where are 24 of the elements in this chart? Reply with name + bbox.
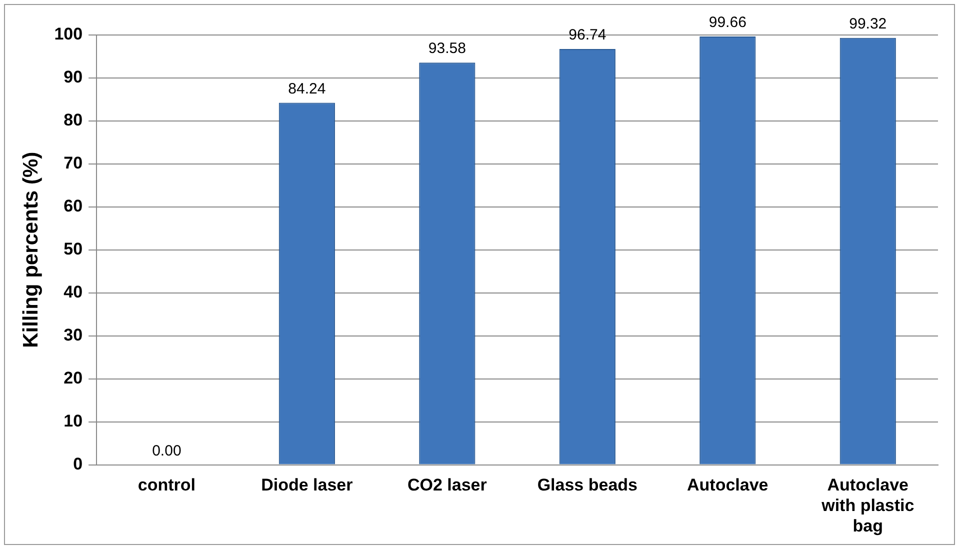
data-label: 96.74 (568, 26, 606, 44)
y-tick-label: 20 (64, 368, 83, 388)
y-tick-label: 70 (64, 154, 83, 173)
y-tick-label: 0 (73, 454, 83, 474)
y-tick-label: 10 (64, 412, 83, 431)
y-tick-label: 30 (64, 326, 83, 345)
data-label: 99.32 (849, 16, 887, 33)
x-tick-label: Diode laser (261, 476, 354, 495)
y-tick-label: 80 (64, 110, 83, 130)
y-axis-title: Killing percents (%) (19, 152, 42, 348)
data-label: 84.24 (288, 80, 326, 98)
y-tick-label: 50 (64, 240, 83, 259)
x-tick-label: control (138, 476, 196, 495)
data-label: 93.58 (428, 40, 466, 58)
y-tick-label: 40 (64, 282, 83, 302)
data-label: 0.00 (152, 442, 182, 460)
data-label: 99.66 (708, 14, 746, 32)
x-tick-label: Autoclave (687, 476, 768, 495)
y-tick-label: 90 (64, 68, 83, 87)
x-tick-label: Autoclave with plastic bag (820, 476, 914, 536)
y-tick-label: 100 (54, 24, 83, 44)
y-tick-label: 60 (64, 196, 83, 216)
x-tick-label: Glass beads (537, 476, 638, 495)
x-tick-label: CO2 laser (407, 476, 488, 495)
